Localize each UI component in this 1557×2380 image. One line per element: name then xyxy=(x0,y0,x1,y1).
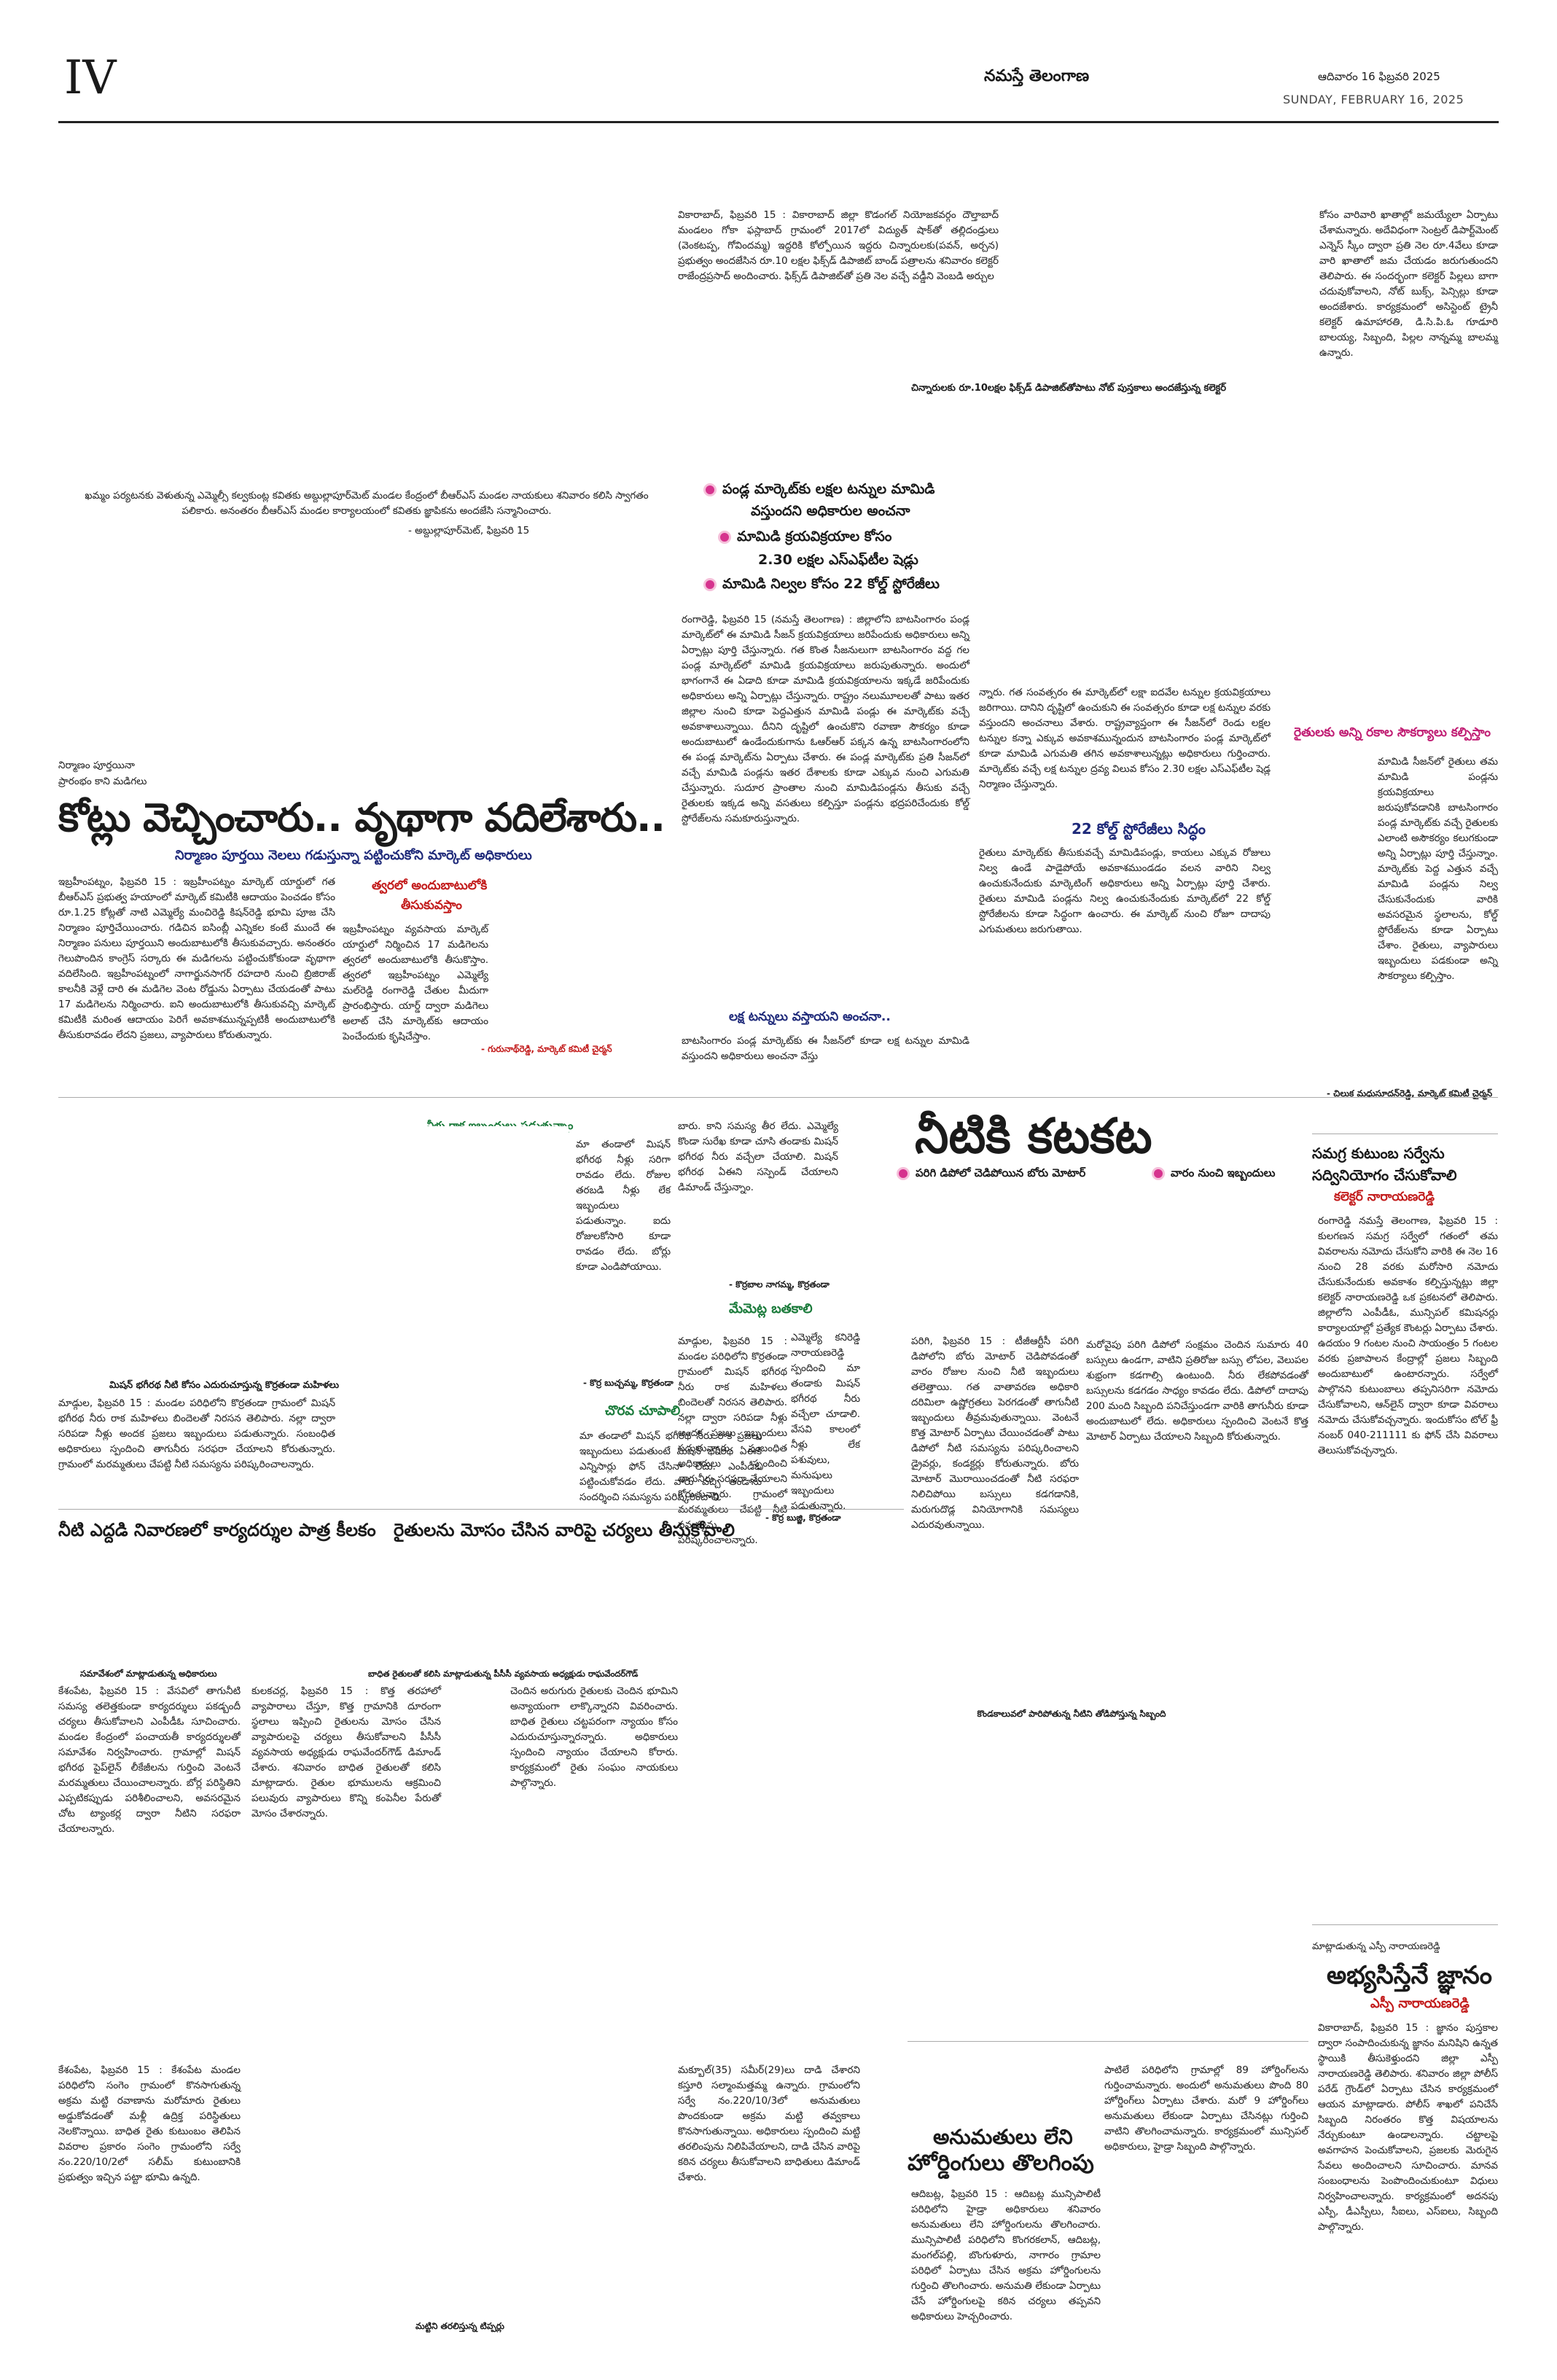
mango-body-col1b: బాటసింగారం పండ్ల మార్కెట్‌కు ఈ సీజన్‌లో … xyxy=(682,1035,969,1062)
facilities-head: రైతులకు అన్ని రకాల సౌకర్యాలు కల్పిస్తాం xyxy=(1294,725,1491,740)
water-bullet-2: వారం నుంచి ఇబ్బందులు xyxy=(1152,1166,1275,1182)
kavitha-photo xyxy=(58,190,656,481)
top-photo-caption: చిన్నారులకు రూ.10లక్షల ఫిక్స్‌డ్ డిపాజిట… xyxy=(911,383,1227,394)
mission-body-2: ఎమ్మెల్యే కనిరెడ్డి నారాయణరెడ్డి స్పందిం… xyxy=(791,1332,860,1512)
leaders-body: కేశంపేట, ఫిబ్రవరి 15 : వేసవిలో తాగునీటి … xyxy=(58,1685,241,1835)
farmer-kicker: బాధిత రైతులతో కలిసి మాట్లాడుతున్న పీసీసీ… xyxy=(368,1669,639,1679)
hoarding-headline-1: అనుమతులు లేని xyxy=(933,2125,1073,2149)
mission-credit-1: - కొర్రబాల నాగమ్మ, కొర్రతండా xyxy=(729,1279,830,1290)
mango-subhead-2: లక్ష టన్నులు వస్తాయని అంచనా.. xyxy=(729,1010,891,1024)
mango-bullet-1-text: పండ్ల మార్కెట్‌కు లక్షల టన్నుల మామిడి xyxy=(722,481,935,497)
bullet-icon xyxy=(703,577,717,591)
kotlu-side-credit: - గురునాథ్‌రెడ్డి, మార్కెట్ కమిటీ చైర్మన… xyxy=(481,1044,612,1054)
facilities-body: మామిడి సీజన్‌లో రైతులు తమ మామిడి పండ్లను… xyxy=(1378,756,1498,982)
knowledge-kicker: మాట్లాడుతున్న ఎస్పీ నారాయణరెడ్డి xyxy=(1312,1941,1440,1952)
bullet-icon xyxy=(1152,1166,1165,1180)
chairman-photo xyxy=(1294,754,1367,857)
knowledge-body: వికారాబాద్, ఫిబ్రవరి 15 : జ్ఞానం పుస్తకా… xyxy=(1318,2022,1498,2233)
divider xyxy=(58,1097,678,1098)
leaders-caption: సమావేశంలో మాట్లాడుతున్న అధికారులు xyxy=(80,1669,217,1679)
knowledge-byline: ఎస్పీ నారాయణరెడ్డి xyxy=(1370,1996,1470,2011)
kotlu-kicker-1: నిర్మాణం పూర్తయినా xyxy=(58,760,135,771)
date-english: SUNDAY, FEBRUARY 16, 2025 xyxy=(1283,93,1464,106)
water-col1: పరిగి, ఫిబ్రవరి 15 : టీజీఆర్టీసీ పరిగి డ… xyxy=(911,1335,1079,1531)
mango-bullet-3-text: మామిడి నిల్వల కోసం 22 కోల్డ్ స్టోరేజీలు xyxy=(722,576,940,592)
survey-body: రంగారెడ్డి నమస్తే తెలంగాణ, ఫిబ్రవరి 15 :… xyxy=(1318,1215,1498,1456)
mango-bullet-1: పండ్ల మార్కెట్‌కు లక్షల టన్నుల మామిడి xyxy=(703,481,934,501)
kavitha-caption: ఖమ్మం పర్యటనకు వెళుతున్న ఎమ్మెల్సీ కల్వక… xyxy=(85,490,649,517)
divider xyxy=(908,2041,1308,2042)
tipper-caption: మట్టిని తరలిస్తున్న టిప్పర్లు xyxy=(415,2321,504,2331)
mango-bullet-3: మామిడి నిల్వల కోసం 22 కోల్డ్ స్టోరేజీలు xyxy=(703,576,940,596)
kotlu-deck: నిర్మాణం పూర్తయి నెలలు గడుస్తున్నా పట్టి… xyxy=(175,848,532,863)
kotlu-headline: కోట్లు వెచ్చించారు.. వృథాగా వదిలేశారు.. xyxy=(58,795,666,840)
kotlu-side-photo xyxy=(499,875,674,995)
water-bullet-1: పరిగి డిపోలో చెడిపోయిన బోరు మోటార్ xyxy=(897,1166,1085,1182)
mission-credit-3: - కొర్ర బుజ్జి, కొర్రతండా xyxy=(765,1513,841,1523)
leaders-photo xyxy=(58,1549,459,1658)
mango-bullet-2b: 2.30 లక్షల ఎస్ఎఫ్‌టీల షెడ్లు xyxy=(758,552,918,568)
header-rule xyxy=(58,121,1499,123)
mango-bullet-2: మామిడి క్రయవిక్రయాల కోసం xyxy=(718,528,891,548)
mango-body-col2: న్నారు. గత సంవత్సరం ఈ మార్కెట్‌లో లక్షా … xyxy=(979,687,1271,790)
top-photo xyxy=(1013,208,1305,386)
mission-head-3: చొరవ చూపాలి xyxy=(605,1403,681,1419)
water-caption: కొండకాలువలో పారిపోతున్న నీటిని తోడిపోస్త… xyxy=(977,1709,1166,1719)
mango-body-col1: రంగారెడ్డి, ఫిబ్రవరి 15 (నమస్తే తెలంగాణ)… xyxy=(682,614,969,824)
mango-subhead: 22 కోల్డ్ స్టోరేజీలు సిద్ధం xyxy=(1072,820,1206,838)
water-headline: నీటికి కటకట xyxy=(915,1108,1152,1164)
mission-col2: బారు. కాని సమస్య తీర లేదు. ఎమ్మెల్యే కొం… xyxy=(678,1120,838,1193)
water-bullet-2-text: వారం నుంచి ఇబ్బందులు xyxy=(1171,1166,1276,1179)
paper-name: నమస్తే తెలంగాణ xyxy=(984,67,1090,85)
mission-photo xyxy=(58,1126,569,1367)
mission-head-2: మేమెట్ల బతకాలి xyxy=(729,1301,813,1316)
mango-body-col2b: రైతులు మార్కెట్‌కు తీసుకువచ్చే మామిడిపండ… xyxy=(979,847,1271,935)
bullet-icon xyxy=(718,530,731,544)
water-col2: మరోవైపు పరిగి డిపోలో సంక్షమం చెందిన సుమా… xyxy=(1086,1339,1308,1443)
mission-credit-2: - కొర్ర బుచ్చమ్మ, కొర్రతండా xyxy=(583,1378,674,1388)
top-story-col1: వికారాబాద్, ఫిబ్రవరి 15 : వికారాబాద్ జిల… xyxy=(678,209,999,282)
facilities-credit: - చిలుక మధుసూదన్‌రెడ్డి, మార్కెట్ కమిటీ … xyxy=(1327,1088,1493,1099)
bullet-icon xyxy=(897,1166,910,1180)
date-telugu: ఆదివారం 16 ఫిబ్రవరి 2025 xyxy=(1318,70,1440,83)
hoarding-col2: పాటిలే పరిధిలోని గ్రామాల్లో 89 హోర్డింగ్… xyxy=(1104,2064,1308,2153)
tipper-photo xyxy=(251,1903,667,2303)
divider xyxy=(1312,1924,1498,1925)
farmer-col1: కులకచర్ల, ఫిబ్రవరి 15 : కొత్త తరహాలో వ్య… xyxy=(251,1685,441,1819)
survey-kicker: సమగ్ర కుటుంబ సర్వేను xyxy=(1312,1144,1445,1162)
mission-body-3-left: మాడ్గుల, ఫిబ్రవరి 15 : మండల పరిధిలోని కొ… xyxy=(678,1335,787,1546)
mission-body-3: మా తండాలో మిషన్ భగీరథ నీరు రాక ప్రజలు ఇబ… xyxy=(580,1430,762,1503)
divider xyxy=(678,1097,1498,1098)
top-story-col2: కోసం వారివారి ఖాతాల్లో జమయ్యేలా ఏర్పాటు … xyxy=(1319,209,1498,359)
survey-headline: సద్వినియోగం చేసుకోవాలి xyxy=(1312,1166,1457,1184)
farmer-headline: రైతులను మోసం చేసిన వారిపై చర్యలు తీసుకోవ… xyxy=(394,1520,735,1540)
survey-byline: కలెక్టర్ నారాయణరెడ్డి xyxy=(1334,1190,1435,1204)
maklu-body: మక్బూల్(35) సమీర్(29)లు దాడి చేశారని కస్… xyxy=(678,2064,860,2183)
mango-bullet-1b: వస్తుందని అధికారుల అంచనా xyxy=(751,503,910,519)
bullet-icon xyxy=(703,483,717,496)
leaders-headline: నీటి ఎద్దడి నివారణలో కార్యదర్శుల పాత్ర క… xyxy=(58,1520,376,1540)
kotlu-side-head-1: త్వరలో అందుబాటులోకి xyxy=(372,878,488,893)
mission-body-left: మాడ్గుల, ఫిబ్రవరి 15 : మండల పరిధిలోని కొ… xyxy=(58,1397,335,1470)
hoarding-headline-2: హోర్డింగులు తొలగింపు xyxy=(908,2150,1094,2176)
knowledge-headline: అభ్యసిస్తేనే జ్ఞానం xyxy=(1327,1961,1492,1990)
page-number: IV xyxy=(64,51,117,105)
mango-bullet-2-text: మామిడి క్రయవిక్రయాల కోసం xyxy=(737,528,892,545)
water-photo xyxy=(911,1556,1305,1717)
farmer-col2: చెందిన అరుగురు రైతులకు చెందిన భూమిని అన్… xyxy=(510,1685,678,1789)
kotlu-body: ఇబ్రహీంపట్నం, ఫిబ్రవరి 15 : ఇబ్రహీంపట్నం… xyxy=(58,876,335,1041)
kotlu-side-head-2: తీసుకువస్తాం xyxy=(401,898,462,913)
kavitha-credit: - అబ్దుల్లాపూర్‌మెట్, ఫిబ్రవరి 15 xyxy=(408,525,530,537)
kotlu-kicker-2: ప్రారంభం కాని మడిగలు xyxy=(58,776,147,787)
mission-photo-caption: మిషన్ భగీరథ నీటి కోసం ఎదురుచూస్తున్న కొర… xyxy=(109,1380,339,1391)
mission-col1: మా తండాలో మిషన్ భగీరథ నీళ్లు సరిగా రావడం… xyxy=(576,1139,671,1273)
divider xyxy=(58,1509,904,1510)
water-bullet-1-text: పరిగి డిపోలో చెడిపోయిన బోరు మోటార్ xyxy=(916,1166,1086,1179)
kotlu-side-body: ఇబ్రహీంపట్నం వ్యవసాయ మార్కెట్ యార్డులో న… xyxy=(343,924,488,1042)
leaders-body-2: కేశంపేట, ఫిబ్రవరి 15 : కేశంపేట మండల పరిధ… xyxy=(58,2064,241,2183)
hoarding-col1: ఆదిబట్ల, ఫిబ్రవరి 15 : ఆదిబట్ల మున్సిపాల… xyxy=(911,2188,1101,2322)
farmer-photo xyxy=(459,1549,853,1658)
